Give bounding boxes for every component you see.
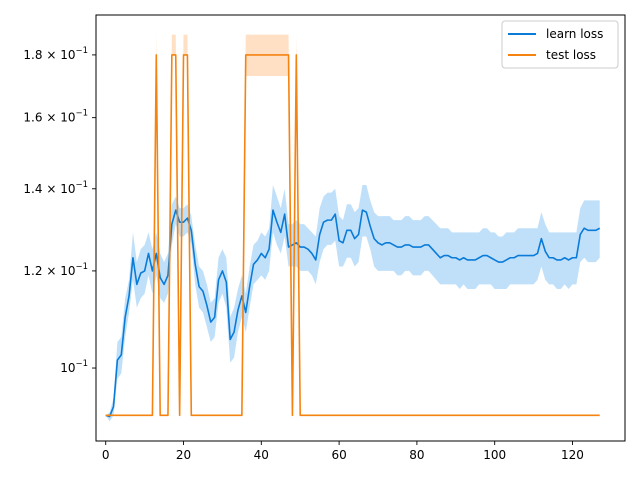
- x-axis: 0 20 40 60 80 100 120: [102, 441, 584, 462]
- x-tick-label: 40: [254, 448, 269, 462]
- y-tick-label: 1.4 × 10−1: [23, 180, 88, 196]
- x-tick-label: 60: [331, 448, 346, 462]
- series-lines: [105, 54, 601, 418]
- x-tick-label: 120: [561, 448, 584, 462]
- legend-label-test-loss: test loss: [546, 48, 596, 62]
- band-learn-loss: [105, 184, 600, 422]
- legend-box: [501, 20, 619, 69]
- x-tick-label: 0: [102, 448, 110, 462]
- line-test-loss: [105, 54, 600, 417]
- x-tick-label: 20: [176, 448, 191, 462]
- y-tick-label: 1.6 × 10−1: [23, 109, 88, 125]
- y-axis: 10−1 1.2 × 10−1 1.4 × 10−1 1.6 × 10−1 1.8 × …: [23, 46, 96, 375]
- y-tick-label: 1.8 × 10−1: [23, 46, 88, 62]
- y-tick-label: 1.2 × 10−1: [23, 262, 88, 278]
- legend-label-learn-loss: learn loss: [546, 27, 603, 41]
- line-learn-loss: [105, 209, 601, 418]
- legend: learn loss test loss: [501, 20, 619, 69]
- confidence-bands: [105, 34, 600, 422]
- x-tick-label: 100: [483, 448, 506, 462]
- plot-frame: [95, 14, 626, 442]
- y-tick-label: 10−1: [60, 359, 88, 375]
- x-tick-label: 80: [409, 448, 424, 462]
